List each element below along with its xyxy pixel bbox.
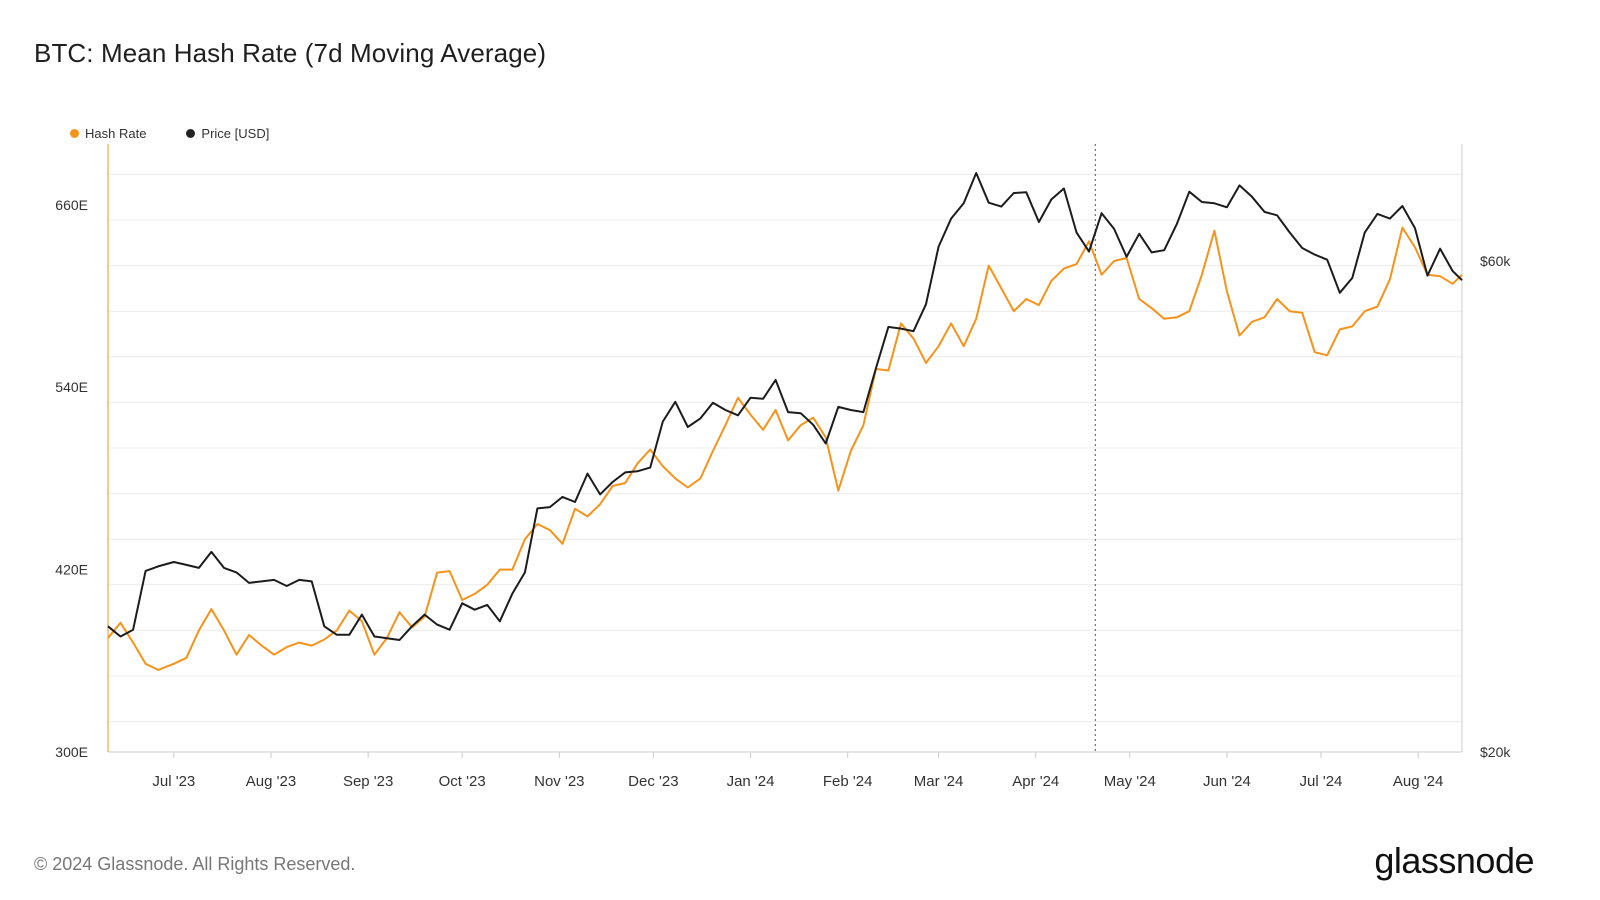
- x-tick-label: May '24: [1104, 773, 1156, 790]
- copyright-text: © 2024 Glassnode. All Rights Reserved.: [34, 854, 356, 874]
- x-tick-label: Aug '24: [1393, 773, 1443, 790]
- y-tick-labels: 300E 420E 540E 660E $20k $60k: [55, 197, 1511, 760]
- x-tick-label: Jul '23: [152, 773, 195, 790]
- y-right-tick-label: $60k: [1480, 253, 1511, 269]
- y-left-tick-label: 660E: [55, 197, 88, 213]
- legend-item-hash-rate[interactable]: Hash Rate: [70, 126, 146, 141]
- x-tick-label: Oct '23: [439, 773, 486, 790]
- x-tick-label: Jul '24: [1300, 773, 1343, 790]
- legend-dot-price: [186, 129, 196, 138]
- legend-dot-hash-rate: [70, 129, 79, 138]
- x-tick-label: Feb '24: [823, 773, 873, 790]
- legend-item-price[interactable]: Price [USD]: [186, 126, 269, 141]
- chart-title: BTC: Mean Hash Rate (7d Moving Average): [34, 38, 547, 68]
- x-tick-label: Dec '23: [628, 773, 678, 790]
- y-left-tick-label: 300E: [55, 744, 88, 760]
- x-tick-label: Jun '24: [1203, 773, 1251, 790]
- legend-label-hash-rate: Hash Rate: [85, 126, 147, 141]
- x-tick-label: Apr '24: [1012, 773, 1059, 790]
- hash-rate-line: [107, 226, 1463, 671]
- chart-legend: Hash Rate Price [USD]: [70, 126, 269, 141]
- y-left-tick-label: 420E: [55, 562, 88, 578]
- grid-lines: [108, 173, 1462, 723]
- y-right-tick-label: $20k: [1480, 744, 1511, 760]
- y-left-tick-label: 540E: [55, 379, 88, 395]
- axes: [107, 144, 1463, 753]
- glassnode-logo[interactable]: glassnode: [1374, 840, 1534, 881]
- legend-label-price: Price [USD]: [201, 126, 270, 141]
- x-tick-label: Nov '23: [534, 773, 584, 790]
- price-line: [107, 172, 1463, 641]
- x-tick-label: Aug '23: [246, 773, 296, 790]
- x-tick-labels: Jul '23 Aug '23 Sep '23 Oct '23 Nov '23 Dec '…: [152, 752, 1443, 790]
- series-lines: [107, 172, 1463, 671]
- x-tick-label: Jan '24: [727, 773, 775, 790]
- x-tick-label: Sep '23: [343, 773, 393, 790]
- x-tick-label: Mar '24: [914, 773, 964, 790]
